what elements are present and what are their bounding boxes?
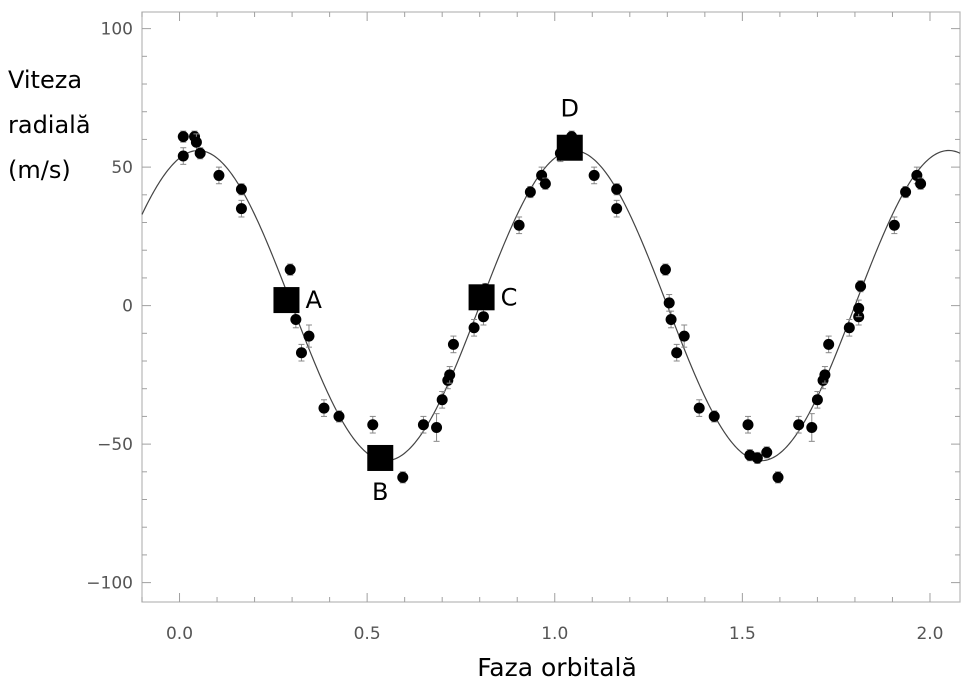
data-point xyxy=(751,452,763,464)
data-point xyxy=(284,264,296,276)
data-point xyxy=(588,169,600,181)
fit-curve xyxy=(141,149,961,462)
data-point xyxy=(539,178,551,190)
data-point xyxy=(318,402,330,414)
axis-ticks: 0.0 0.5 1.0 1.5 2.0 100 50 0 −50 −100 xyxy=(86,12,960,644)
data-point xyxy=(900,186,912,198)
data-point xyxy=(444,369,456,381)
data-point xyxy=(915,178,927,190)
data-point xyxy=(303,330,315,342)
marker-c-label: C xyxy=(501,283,518,311)
data-point xyxy=(524,186,536,198)
data-point xyxy=(693,402,705,414)
data-point xyxy=(811,394,823,406)
marker-c-square xyxy=(468,284,495,311)
data-point xyxy=(290,313,302,325)
data-point xyxy=(742,419,754,431)
data-point xyxy=(177,150,189,162)
y-axis-label-line-2: radială xyxy=(8,111,91,139)
data-point xyxy=(611,183,623,195)
marker-a-square xyxy=(273,287,300,314)
data-point xyxy=(468,322,480,334)
fit-curve-layer xyxy=(141,149,961,462)
data-point xyxy=(708,410,720,422)
data-point xyxy=(190,136,202,148)
marker-a-label: A xyxy=(305,286,322,314)
data-point xyxy=(678,330,690,342)
data-point xyxy=(761,446,773,458)
marker-b-label: B xyxy=(372,478,388,506)
x-tick-label: 1.5 xyxy=(729,624,756,644)
data-point xyxy=(853,302,865,314)
data-point xyxy=(397,471,409,483)
data-point xyxy=(513,219,525,231)
y-tick-label: −100 xyxy=(86,574,133,594)
data-point xyxy=(295,347,307,359)
data-point xyxy=(213,169,225,181)
y-tick-label: 0 xyxy=(122,297,133,317)
data-point xyxy=(819,369,831,381)
y-tick-label: −50 xyxy=(97,435,133,455)
y-axis-label-line-3: (m/s) xyxy=(8,156,71,184)
data-point xyxy=(367,419,379,431)
data-point xyxy=(611,203,623,215)
data-point xyxy=(417,419,429,431)
y-axis-label-line-1: Viteza xyxy=(8,66,82,94)
data-point xyxy=(663,297,675,309)
data-point xyxy=(235,183,247,195)
data-point xyxy=(855,280,867,292)
data-point xyxy=(177,131,189,143)
data-point xyxy=(823,338,835,350)
plot-frame xyxy=(141,11,961,603)
marker-b-square xyxy=(367,444,394,471)
x-axis-label: Faza orbitală xyxy=(477,653,637,682)
marker-d-label: D xyxy=(561,95,579,123)
marker-d-square xyxy=(556,134,583,161)
data-point xyxy=(843,322,855,334)
y-tick-label: 50 xyxy=(111,158,133,178)
data-point xyxy=(772,471,784,483)
y-tick-label: 100 xyxy=(101,20,133,40)
data-point xyxy=(333,410,345,422)
data-point xyxy=(793,419,805,431)
data-point xyxy=(436,394,448,406)
phase-markers-layer: A B C D xyxy=(273,95,583,506)
data-point xyxy=(431,421,443,433)
data-point xyxy=(447,338,459,350)
data-point xyxy=(659,264,671,276)
data-point xyxy=(194,147,206,159)
data-point xyxy=(888,219,900,231)
data-point xyxy=(806,421,818,433)
x-tick-label: 1.0 xyxy=(541,624,568,644)
x-tick-label: 0.5 xyxy=(354,624,381,644)
x-tick-label: 2.0 xyxy=(916,624,943,644)
data-point xyxy=(671,347,683,359)
data-point xyxy=(235,203,247,215)
data-point xyxy=(665,313,677,325)
x-tick-label: 0.0 xyxy=(166,624,193,644)
data-point xyxy=(477,311,489,323)
